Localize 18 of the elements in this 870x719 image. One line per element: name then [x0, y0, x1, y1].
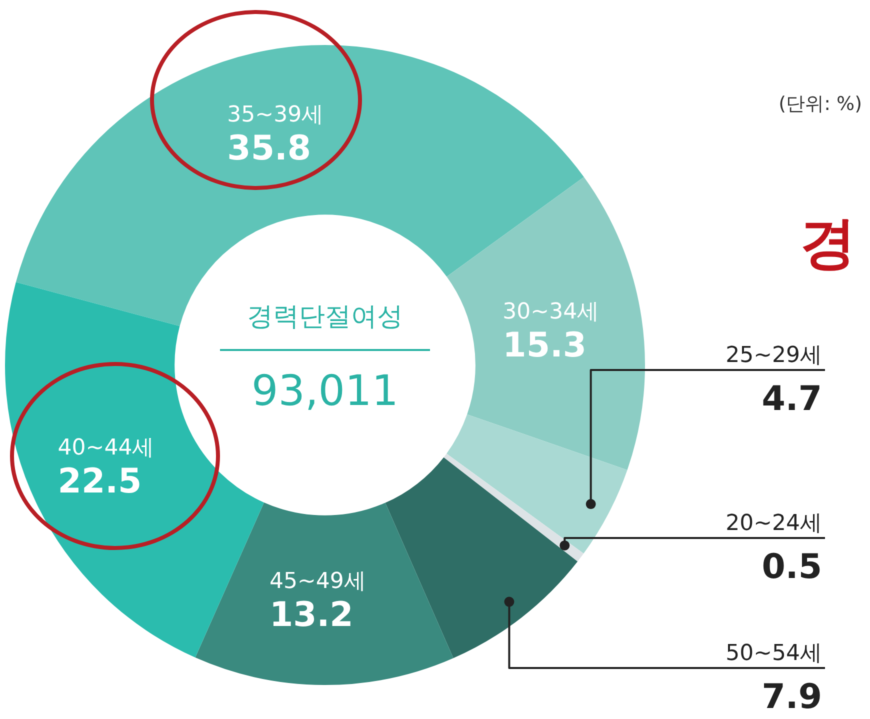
data-label: 35.8	[227, 128, 312, 169]
text: 경	[800, 211, 856, 276]
data-label: 22.5	[58, 461, 142, 502]
data-label: 7.9	[762, 677, 822, 717]
slice-label: 25~29세	[726, 343, 822, 368]
slice-label: 30~34세	[502, 300, 600, 325]
data-label: 13.2	[269, 595, 354, 636]
slice-label: 45~49세	[269, 569, 366, 594]
data-label: 4.7	[762, 379, 822, 419]
slice-label: 20~24세	[726, 511, 822, 536]
text: (단위: %)	[778, 93, 862, 115]
text: 경력단절여성	[247, 302, 403, 332]
slice-label: 40~44세	[58, 435, 154, 460]
slice-label: 35~39세	[227, 102, 324, 128]
data-label: 15.3	[502, 326, 587, 366]
text: 93,011	[252, 366, 398, 415]
slice-label: 50~54세	[726, 641, 822, 666]
data-label: 0.5	[762, 547, 822, 587]
